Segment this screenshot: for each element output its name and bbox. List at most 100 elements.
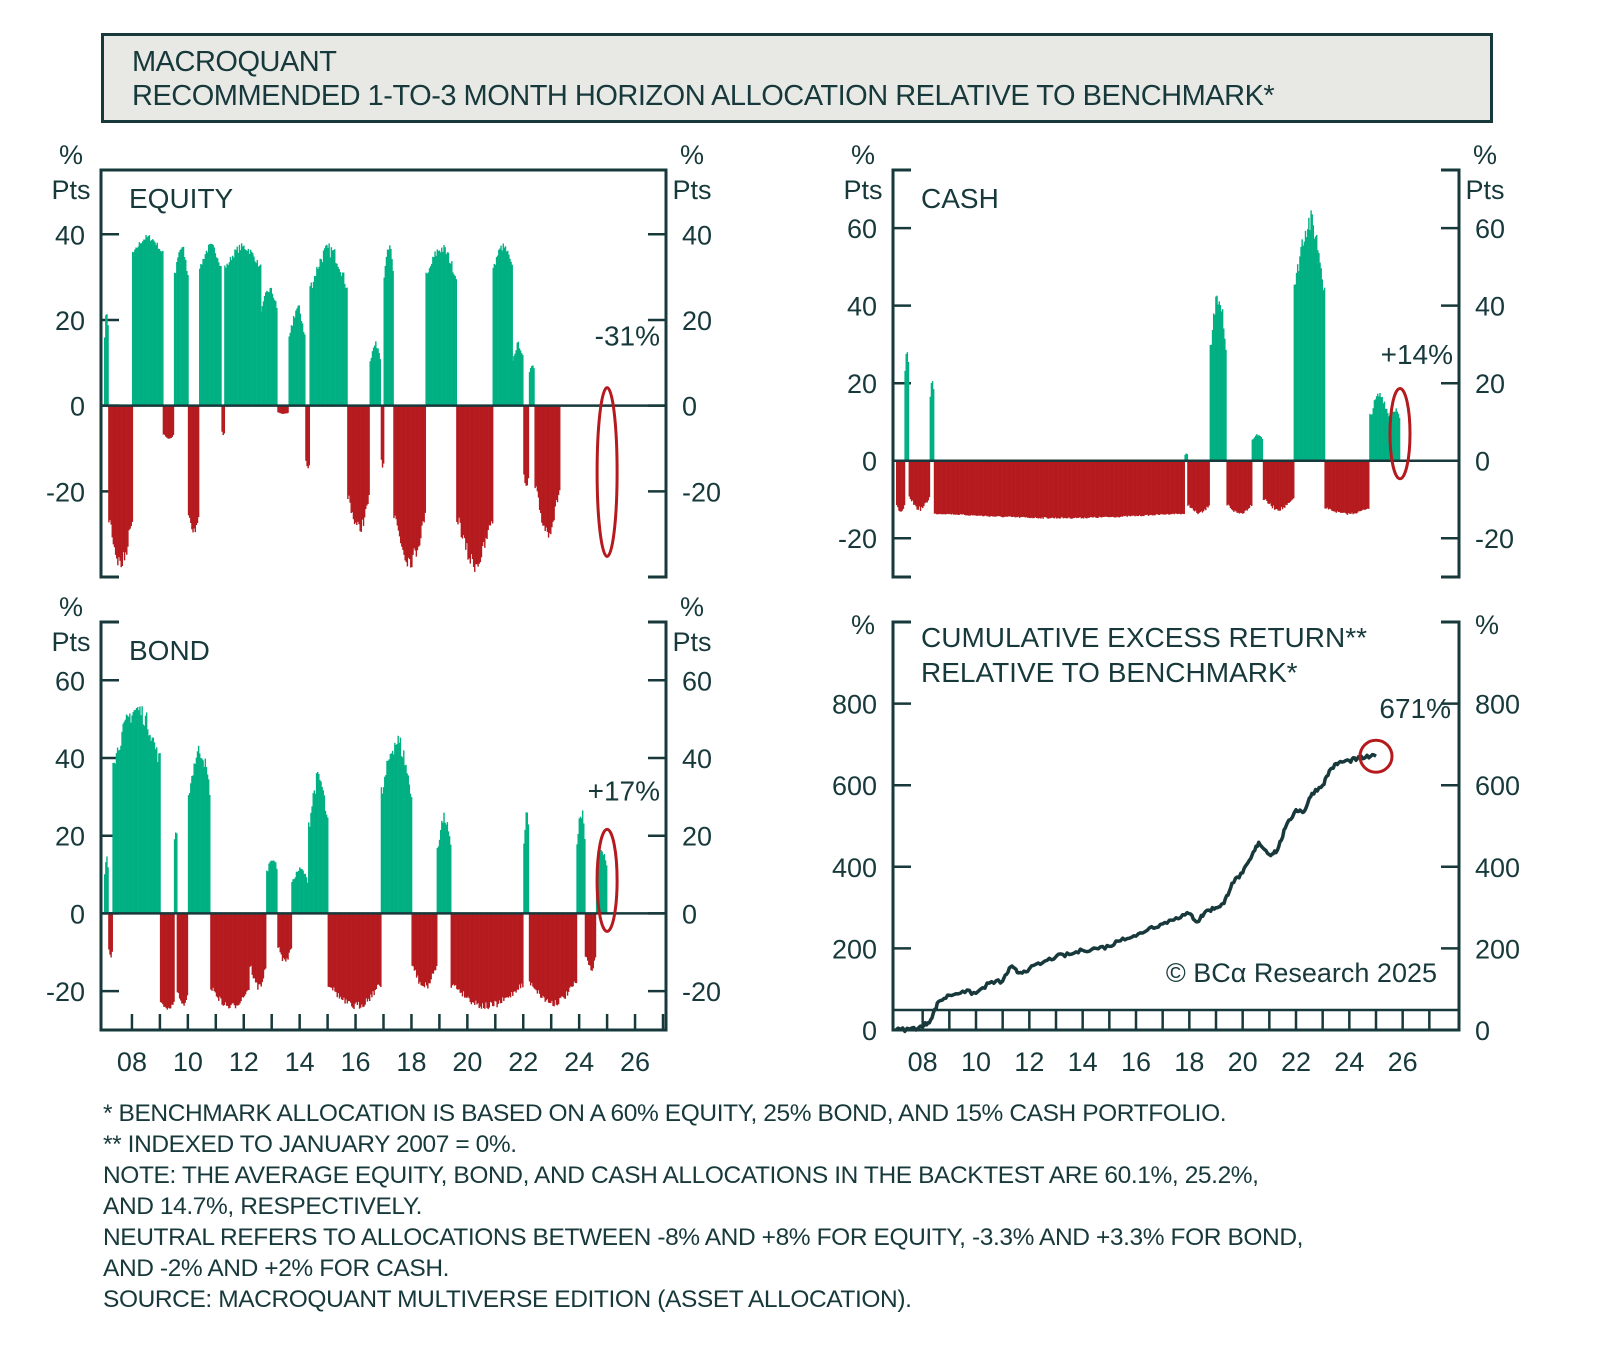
bar-positive [1184, 454, 1186, 461]
bar-negative [566, 913, 569, 996]
y-tick-label-right: 800 [1475, 690, 1520, 720]
bar-positive [229, 256, 232, 406]
bar-negative [221, 913, 223, 1005]
bar-negative [356, 913, 359, 1005]
bar-negative [475, 405, 477, 565]
bar-negative [911, 460, 914, 501]
bar-positive [601, 851, 603, 914]
bar-negative [1093, 460, 1096, 517]
bar-negative [414, 913, 417, 970]
bar-negative [922, 460, 924, 509]
bar-positive [187, 795, 190, 914]
bar-negative [372, 913, 374, 992]
y-unit-label-right: Pts [672, 175, 711, 205]
bar-positive [159, 752, 161, 914]
bar-negative [488, 913, 491, 1008]
bar-positive [298, 305, 300, 406]
bar-positive [136, 248, 138, 406]
bar-positive [1185, 453, 1187, 461]
y-tick-label-right: -20 [1475, 524, 1514, 554]
bar-negative [990, 460, 993, 517]
bar-positive [320, 259, 323, 406]
bar-negative [467, 405, 469, 560]
bar-negative [896, 460, 898, 506]
bar-negative [450, 913, 452, 988]
bar-negative [1176, 460, 1179, 515]
bar-positive [394, 742, 396, 914]
bar-negative [1284, 460, 1286, 508]
bar-negative [428, 913, 430, 984]
bar-negative [367, 405, 369, 504]
bar-positive [197, 745, 200, 914]
bar-negative [992, 460, 994, 517]
bar-negative [1076, 460, 1078, 519]
bar-negative [1193, 460, 1196, 512]
bar-negative [245, 913, 248, 992]
bar-negative [947, 460, 949, 514]
bar-positive [1302, 245, 1304, 461]
bar-negative [407, 405, 410, 558]
bar-positive [268, 863, 270, 914]
bar-negative [465, 913, 467, 998]
y-tick-label-left: 0 [862, 1016, 877, 1046]
bar-positive [318, 773, 320, 914]
bar-positive [323, 248, 326, 406]
y-tick-label-left: 200 [832, 934, 877, 964]
bar-positive [119, 749, 121, 914]
bar-negative [459, 913, 461, 993]
bar-positive [193, 763, 195, 914]
bar-negative [526, 405, 529, 486]
bar-positive [236, 246, 238, 406]
bar-positive [397, 735, 399, 914]
bar-positive [293, 878, 295, 914]
bar-positive [335, 263, 337, 406]
bar-negative [334, 913, 336, 992]
panel-cumulative: 0 0 200 200 400 400 600 600 800 800% % CUMULATIVE E… [832, 610, 1520, 1077]
bar-negative [548, 405, 551, 534]
bar-negative [512, 913, 514, 996]
bar-positive [200, 263, 202, 406]
bar-positive [140, 715, 142, 914]
bar-negative [1124, 460, 1126, 517]
bar-negative [343, 913, 345, 998]
bar-negative [1022, 460, 1024, 517]
bar-negative [1285, 460, 1287, 505]
bar-negative [1362, 460, 1364, 510]
x-tick-label: 20 [1228, 1047, 1258, 1077]
bar-negative [1008, 460, 1011, 517]
bar-positive [1379, 392, 1381, 461]
bar-negative [162, 405, 165, 435]
bar-positive [256, 260, 259, 406]
bar-negative [1365, 460, 1368, 510]
bar-positive [247, 248, 250, 406]
bar-negative [348, 913, 351, 1002]
bar-negative [415, 405, 418, 557]
bar-positive [1321, 279, 1324, 461]
bar-negative [1092, 460, 1095, 518]
bar-positive [395, 744, 397, 914]
bar-positive [218, 262, 220, 406]
bar-positive [233, 257, 235, 406]
x-tick-label: 14 [1068, 1047, 1098, 1077]
bar-negative [1011, 460, 1013, 518]
bar-negative [1351, 460, 1353, 513]
bar-positive [301, 869, 303, 914]
bar-negative [987, 460, 989, 517]
bar-negative [1174, 460, 1177, 514]
bar-negative [365, 405, 367, 510]
bar-negative [430, 913, 432, 980]
bar-positive [369, 361, 371, 406]
bar-positive [1223, 328, 1225, 461]
bar-negative [336, 913, 338, 998]
bar-negative [1017, 460, 1020, 517]
bar-negative [349, 913, 352, 1003]
bar-positive [576, 844, 578, 914]
bar-negative [1087, 460, 1089, 518]
bar-positive [404, 765, 406, 914]
bar-negative [960, 460, 963, 515]
bar-positive [253, 256, 255, 406]
bar-negative [1136, 460, 1138, 517]
bar-positive [297, 870, 300, 914]
bar-positive [183, 257, 186, 406]
bar-negative [1359, 460, 1361, 512]
